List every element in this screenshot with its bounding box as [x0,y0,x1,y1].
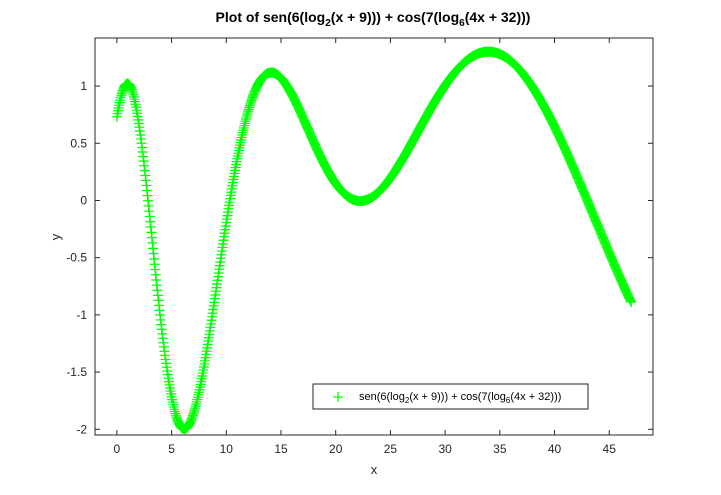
legend-marker [333,392,343,402]
legend-box [312,383,589,410]
chart-title-prefix: Plot of sen(6(log [216,9,326,25]
x-axis-ticks: 0 5 10 15 20 25 30 35 40 45 [114,38,617,456]
y-tick-label: -1 [76,308,87,322]
x-tick-label: 25 [384,442,398,456]
chart-title: Plot of sen(6(log2(x + 9))) + cos(7(log6… [216,9,531,29]
x-axis-label: x [371,462,378,477]
legend-label-sub2: 6 [506,396,511,405]
chart-title-sub2: 6 [459,18,465,29]
x-tick-label: 45 [603,442,617,456]
x-tick-label: 20 [329,442,343,456]
chart-title-suffix: (4x + 32))) [465,9,531,25]
y-tick-label: -2 [76,422,87,436]
data-series [111,46,637,435]
chart-title-sub1: 2 [325,18,331,29]
x-tick-label: 30 [438,442,452,456]
legend-label-suffix: (4x + 32))) [510,391,561,403]
y-tick-label: -1.5 [66,365,87,379]
y-axis-ticks: -2 -1.5 -1 -0.5 0 0.5 1 [66,79,653,436]
y-tick-label: 0 [80,193,87,207]
y-axis-label: y [48,233,63,240]
x-tick-label: 5 [168,442,175,456]
x-tick-label: 10 [220,442,234,456]
x-tick-label: 40 [548,442,562,456]
y-tick-label: 0.5 [70,136,87,150]
x-tick-label: 0 [114,442,121,456]
legend-label-prefix: sen(6(log [359,391,405,403]
x-tick-label: 35 [493,442,507,456]
legend: sen(6(log2(x + 9))) + cos(7(log6(4x + 32… [312,383,589,410]
data-point [626,297,637,308]
x-tick-label: 15 [274,442,288,456]
plot-area [95,38,653,435]
y-tick-label: -0.5 [66,251,87,265]
y-tick-label: 1 [80,79,87,93]
axes-box [94,37,654,436]
chart-title-mid: (x + 9))) + cos(7(log [331,9,459,25]
legend-label-mid: (x + 9))) + cos(7(log [409,391,506,403]
legend-label: sen(6(log2(x + 9))) + cos(7(log6(4x + 32… [359,391,561,405]
legend-label-sub1: 2 [405,396,410,405]
